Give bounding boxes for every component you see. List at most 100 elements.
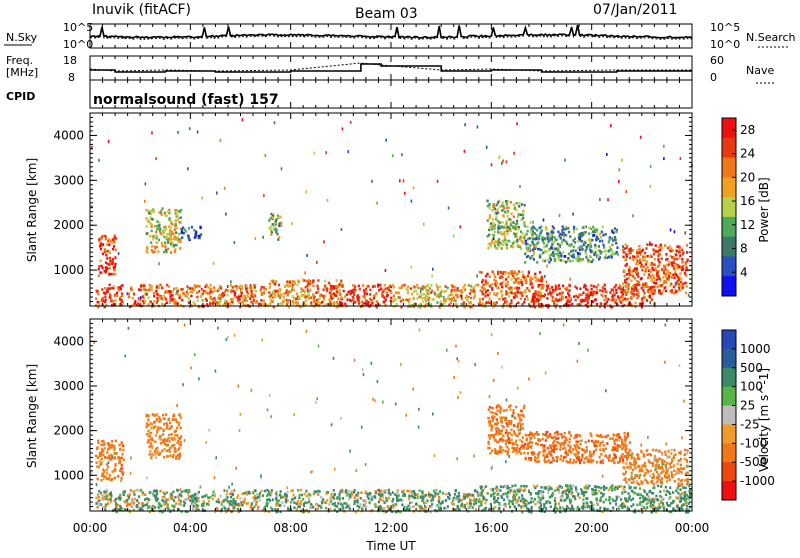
vel-cells-cell: [458, 495, 460, 498]
vel-cells-cell: [505, 443, 507, 446]
power-cells-cell: [277, 216, 279, 219]
vel-cells-cell: [149, 435, 151, 438]
power-cells-scatter-cell: [403, 179, 405, 182]
vel-cells-cell: [515, 406, 517, 409]
vel-cells-cell: [464, 497, 466, 500]
vel-cells-cell: [337, 502, 339, 505]
vel-cells-cell: [156, 429, 158, 432]
vel-cells-cell: [196, 499, 198, 502]
power-cells-cell: [562, 225, 564, 228]
power-cells-scatter-cell: [685, 231, 687, 234]
power-cells-cell: [611, 250, 613, 253]
power-cells-cell: [568, 284, 570, 287]
vel-cells-cell: [519, 448, 521, 451]
power-cells-cell: [671, 289, 673, 292]
power-cells-cell: [492, 223, 494, 226]
power-cells-scatter-cell: [411, 266, 413, 269]
vel-cells-cell: [513, 424, 515, 427]
power-cells-scatter-cell: [189, 127, 191, 130]
vel-cells-cell: [624, 439, 626, 442]
power-cells-cell: [485, 281, 487, 284]
vel-cells-cell: [241, 493, 243, 496]
vel-cells-cell: [190, 495, 192, 498]
power-cells-scatter-cell: [255, 237, 257, 240]
vel-cells-cell: [489, 406, 491, 409]
power-cells-cell: [516, 281, 518, 284]
power-cells-cell: [448, 294, 450, 297]
vel-cells-cell: [293, 506, 295, 509]
power-cells-scatter-cell: [599, 198, 601, 201]
power-cells-cell: [159, 296, 161, 299]
power-cells-cell: [374, 294, 376, 297]
power-cells-cell: [242, 298, 244, 301]
power-cells-cell: [378, 289, 380, 292]
vel-cells-cell: [172, 418, 174, 421]
vel-cells-cell: [609, 437, 611, 440]
power-cells-cell: [283, 296, 285, 299]
power-cells-cell: [513, 232, 515, 235]
power-cells-cell: [105, 235, 107, 238]
power-cells-cell: [489, 217, 491, 220]
vel-cells-cell: [244, 499, 246, 502]
vel-cells-cell: [133, 502, 135, 505]
vel-cells-cell: [290, 490, 292, 493]
power-cells-cell: [491, 287, 493, 290]
power-cells-cell: [111, 273, 113, 276]
power-cells-cell: [515, 223, 517, 226]
power-cells-cell: [268, 227, 270, 230]
power-cells-cell: [365, 289, 367, 292]
vel-cells-cell: [438, 507, 440, 510]
power-cells-cell: [276, 233, 278, 236]
power-cells-cell: [487, 301, 489, 304]
power-cells-cell: [641, 299, 643, 302]
vel-cells-cell: [370, 496, 372, 499]
vel-cells-cell: [312, 506, 314, 509]
power-cells-cell: [530, 276, 532, 279]
vel-cells-cell: [127, 504, 129, 507]
vel-cells-cell: [551, 444, 553, 447]
vel-cells-cell: [506, 440, 508, 443]
power-cells-cell: [680, 278, 682, 281]
vel-cells-cell: [153, 453, 155, 456]
power-cells-cell: [468, 284, 470, 287]
vel-cells-cell: [623, 445, 625, 448]
power-cells-cell: [615, 239, 617, 242]
power-cells-cell: [576, 228, 578, 231]
power-cells-cell: [202, 299, 204, 302]
power-cells-cell: [106, 257, 108, 260]
vel-cells-cell: [490, 434, 492, 437]
power-cells-cell: [504, 242, 506, 245]
power-cells-cell: [176, 227, 178, 230]
power-cells-cell: [280, 293, 282, 296]
power-cells-scatter-cell: [678, 287, 680, 290]
vel-cells-cell: [572, 448, 574, 451]
power-cells-cell: [600, 252, 602, 255]
vel-cells-cell: [576, 441, 578, 444]
power-cells-scatter-cell: [493, 237, 495, 240]
power-cells-cell: [507, 281, 509, 284]
vel-cells-cell: [275, 493, 277, 496]
power-cells-cell: [557, 243, 559, 246]
vel-cells-cell: [563, 444, 565, 447]
vel-cells-cell: [448, 497, 450, 500]
vel-cells-cell: [544, 450, 546, 453]
vel-cells-cell: [166, 491, 168, 494]
power-cells-cell: [578, 294, 580, 297]
power-cells-cell: [516, 290, 518, 293]
power-cells-cell: [655, 250, 657, 253]
vel-cells-cell: [301, 494, 303, 497]
power-cells-cell: [393, 286, 395, 289]
power-cells-cell: [612, 298, 614, 301]
power-cells-cell: [603, 250, 605, 253]
power-cells-cell: [376, 300, 378, 303]
vel-cells-cell: [412, 496, 414, 499]
power-cells-cell: [504, 239, 506, 242]
power-cells-cell: [114, 263, 116, 266]
power-cells-cell: [260, 289, 262, 292]
power-cells-cell: [369, 298, 371, 301]
vel-cells-cell: [297, 489, 299, 492]
power-cells-cell: [652, 292, 654, 295]
vel-cells-cell: [174, 451, 176, 454]
power-cells-scatter-cell: [491, 163, 493, 166]
power-cells-cell: [294, 281, 296, 284]
